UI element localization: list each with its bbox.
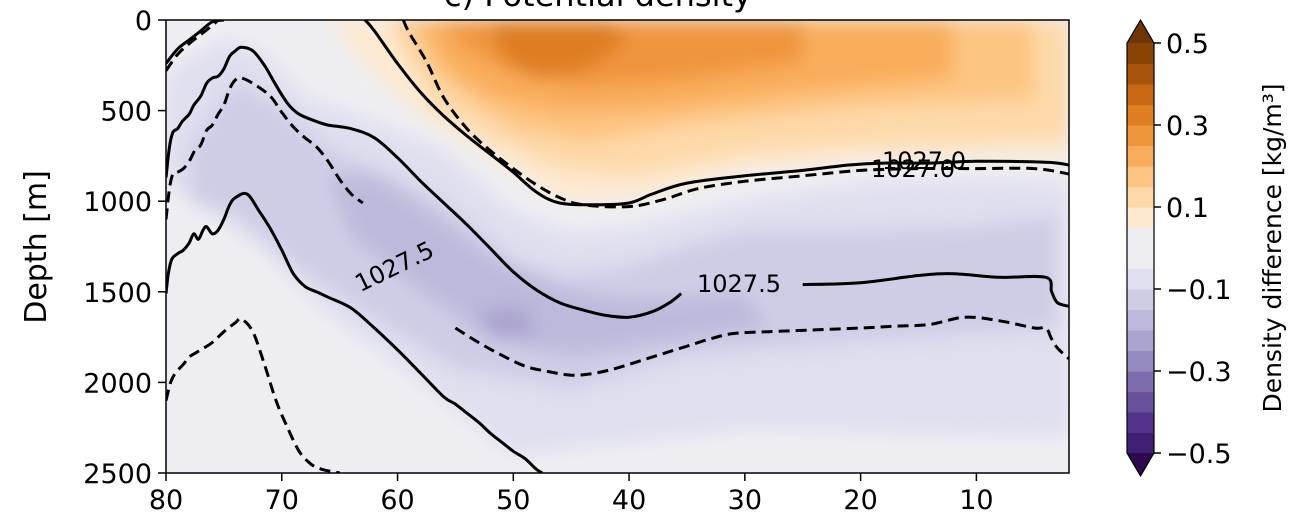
y-axis-label: Depth [m] bbox=[19, 170, 54, 324]
colorbar-segment bbox=[1127, 186, 1154, 208]
colorbar-tick-label: 0.5 bbox=[1166, 29, 1209, 60]
density-difference-field bbox=[166, 20, 1069, 455]
isopycnal-solid bbox=[166, 45, 683, 319]
isopycnal-solid bbox=[802, 272, 1069, 308]
isopycnal-solid bbox=[363, 20, 1069, 207]
isopycnal-dashed bbox=[166, 76, 364, 220]
x-tick-label: 20 bbox=[843, 485, 877, 516]
isopycnal-dashed bbox=[454, 315, 1069, 377]
colorbar-segment bbox=[1127, 371, 1154, 393]
isopycnal-dashed bbox=[401, 20, 1069, 209]
contour-label: 1027.0 bbox=[871, 155, 955, 183]
colorbar-segment bbox=[1127, 125, 1154, 147]
colorbar-segment bbox=[1127, 104, 1154, 126]
colorbar-segment bbox=[1127, 227, 1154, 270]
colorbar-segment bbox=[1127, 350, 1154, 372]
colorbar-segment bbox=[1127, 309, 1154, 331]
y-tick-label: 2500 bbox=[83, 459, 152, 490]
x-axis: 80 70 60 50 40 30 20 10 bbox=[149, 473, 994, 516]
y-tick-label: 0 bbox=[135, 6, 152, 37]
colorbar-segment bbox=[1127, 207, 1154, 229]
colorbar-extend-low bbox=[1127, 453, 1154, 476]
colorbar-tick-label: −0.5 bbox=[1166, 439, 1232, 470]
field-region bbox=[490, 20, 630, 78]
contour-label: 1027.5 bbox=[697, 270, 781, 298]
colorbar-tick-label: −0.1 bbox=[1166, 275, 1232, 306]
isopycnal-dashed bbox=[166, 20, 220, 72]
colorbar-segment bbox=[1127, 84, 1154, 106]
y-tick-label: 1000 bbox=[83, 187, 152, 218]
field-region bbox=[166, 38, 1069, 455]
isopycnal-solid bbox=[166, 20, 225, 65]
field-region bbox=[328, 175, 768, 357]
x-tick-label: 80 bbox=[149, 485, 183, 516]
colorbar-tick-label: 0.1 bbox=[1166, 193, 1209, 224]
colorbar-segment bbox=[1127, 268, 1154, 290]
colorbar-extend-high bbox=[1127, 20, 1154, 43]
y-tick-label: 1500 bbox=[83, 278, 152, 309]
contour-label: 1027.0 bbox=[882, 147, 966, 175]
x-tick-label: 10 bbox=[959, 485, 993, 516]
colorbar-tick-label: 0.3 bbox=[1166, 111, 1209, 142]
colorbar-segment bbox=[1127, 330, 1154, 352]
colorbar-segment bbox=[1127, 145, 1154, 167]
colorbar-segment bbox=[1127, 166, 1154, 188]
colorbar: 0.5 0.3 0.1 −0.1 −0.3 −0.5 bbox=[1126, 18, 1232, 478]
y-tick-label: 2000 bbox=[83, 368, 152, 399]
isopycnal-contours bbox=[166, 20, 1069, 473]
plot-frame bbox=[165, 19, 1070, 474]
colorbar-segment bbox=[1127, 412, 1154, 434]
chart-title: c) Potential density bbox=[444, 0, 752, 14]
colorbar-segment bbox=[1127, 43, 1154, 65]
x-tick-label: 60 bbox=[380, 485, 414, 516]
colorbar-label: Density difference [kg/m³] bbox=[1258, 83, 1287, 412]
field-region bbox=[478, 306, 537, 339]
colorbar-segment bbox=[1127, 432, 1154, 454]
colorbar-segment bbox=[1127, 391, 1154, 413]
y-axis: 0 500 1000 1500 2000 2500 bbox=[83, 6, 166, 490]
isopycnal-dashed bbox=[166, 317, 341, 473]
isopycnal-solid bbox=[166, 191, 544, 473]
colorbar-segment bbox=[1127, 63, 1154, 85]
field-region bbox=[189, 79, 1058, 390]
x-tick-label: 50 bbox=[496, 485, 530, 516]
x-tick-label: 70 bbox=[265, 485, 299, 516]
x-tick-label: 30 bbox=[728, 485, 762, 516]
x-tick-label: 40 bbox=[612, 485, 646, 516]
y-tick-label: 500 bbox=[100, 97, 152, 128]
colorbar-segment bbox=[1127, 289, 1154, 311]
colorbar-tick-label: −0.3 bbox=[1166, 357, 1232, 388]
